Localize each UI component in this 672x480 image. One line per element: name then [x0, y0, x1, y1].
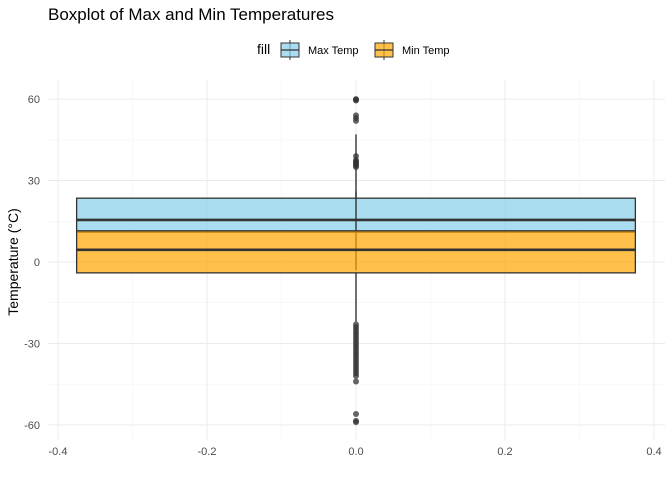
chart-title: Boxplot of Max and Min Temperatures: [48, 5, 334, 24]
outlier-point: [353, 117, 359, 124]
legend-label: Max Temp: [308, 45, 359, 57]
legend-title: fill: [257, 41, 270, 57]
y-axis: -60 -30 0 30 60: [24, 94, 40, 432]
x-tick-label: -0.2: [198, 446, 217, 458]
outlier-point: [353, 419, 359, 426]
x-tick-label: 0.2: [497, 446, 512, 458]
x-tick-label: 0.0: [348, 446, 363, 458]
x-axis: -0.4 -0.2 0.0 0.2 0.4: [49, 446, 662, 458]
y-tick-label: 60: [28, 94, 40, 106]
plot-area: [75, 96, 637, 426]
legend-label: Min Temp: [402, 45, 449, 57]
legend: fill Max Temp Min Temp: [257, 40, 449, 60]
y-tick-label: -30: [24, 338, 40, 350]
outlier-point: [353, 411, 359, 418]
box-min-temp-iqr: [75, 230, 637, 274]
outlier-point: [353, 373, 359, 380]
y-tick-label: -60: [24, 420, 40, 432]
outlier-point: [353, 378, 359, 385]
legend-item-min-temp: Min Temp: [374, 40, 449, 60]
y-tick-label: 30: [28, 176, 40, 188]
y-tick-label: 0: [34, 257, 40, 269]
x-tick-label: -0.4: [49, 446, 68, 458]
x-tick-label: 0.4: [646, 446, 661, 458]
outlier-point: [353, 163, 359, 170]
legend-item-max-temp: Max Temp: [280, 40, 359, 60]
y-axis-title: Temperature (°C): [5, 208, 21, 316]
box-min-temp: [75, 191, 637, 426]
outlier-point: [353, 97, 359, 104]
